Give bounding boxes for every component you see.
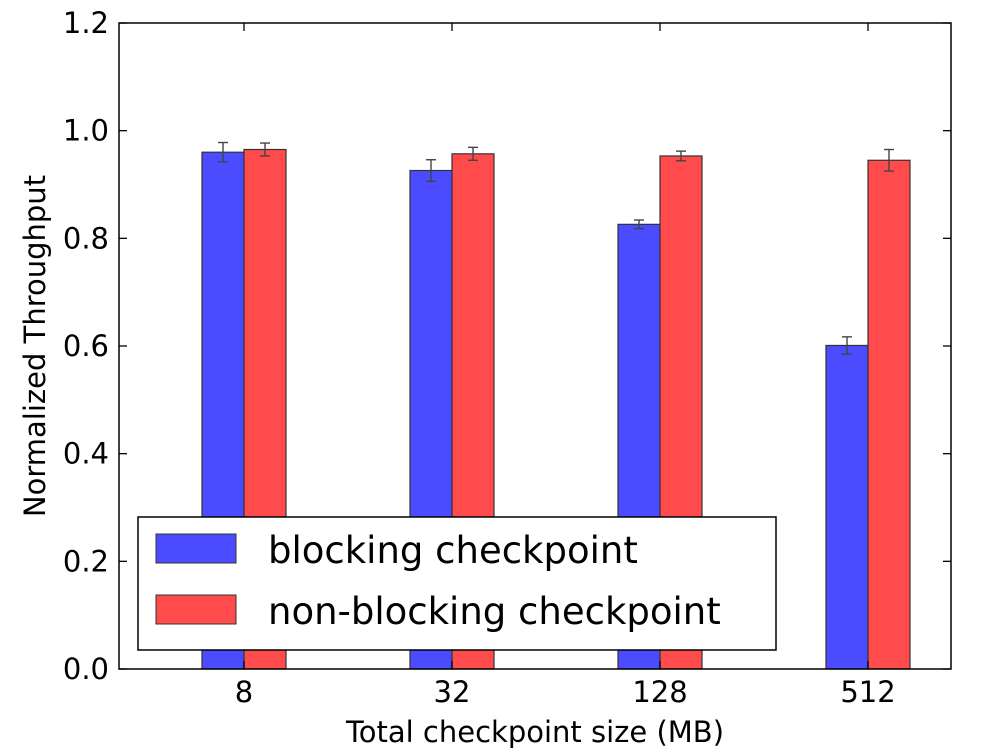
legend-box [137, 516, 777, 651]
x-tick-label: 32 [434, 675, 471, 709]
bar-non-blocking-512 [867, 159, 911, 670]
y-axis: 0.0 0.2 0.4 0.6 0.8 1.0 1.2 [63, 6, 951, 686]
legend: blocking checkpoint non-blocking checkpo… [137, 516, 777, 651]
errorbar-non-blocking-32 [468, 146, 478, 161]
y-tick-label: 0.0 [63, 652, 109, 686]
errorbar-non-blocking-8 [260, 142, 270, 157]
errorbar-blocking-8 [218, 141, 228, 163]
errorbars-layer [218, 141, 894, 355]
legend-swatch-blocking [155, 533, 237, 564]
legend-label-non-blocking: non-blocking checkpoint [268, 590, 721, 633]
y-axis-label: Normalized Throughput [18, 175, 52, 517]
y-tick-label: 1.0 [63, 114, 109, 148]
errorbar-non-blocking-128 [676, 150, 686, 162]
y-tick-label: 0.2 [63, 544, 109, 578]
y-tick-label: 0.6 [63, 329, 109, 363]
x-tick-label: 8 [235, 675, 253, 709]
errorbar-blocking-512 [842, 336, 852, 355]
x-tick-label: 512 [840, 675, 895, 709]
legend-swatch-non-blocking [155, 594, 237, 625]
y-tick-label: 1.2 [63, 6, 109, 40]
bar-blocking-512 [825, 344, 869, 670]
errorbar-blocking-32 [426, 159, 436, 182]
legend-label-blocking: blocking checkpoint [268, 529, 638, 572]
x-axis-label: Total checkpoint size (MB) [345, 715, 724, 749]
errorbar-blocking-128 [634, 219, 644, 230]
x-tick-label: 128 [632, 675, 687, 709]
errorbar-non-blocking-512 [884, 148, 894, 172]
x-axis: 8 32 128 512 [235, 23, 896, 709]
y-tick-label: 0.8 [63, 221, 109, 255]
y-tick-label: 0.4 [63, 437, 109, 471]
